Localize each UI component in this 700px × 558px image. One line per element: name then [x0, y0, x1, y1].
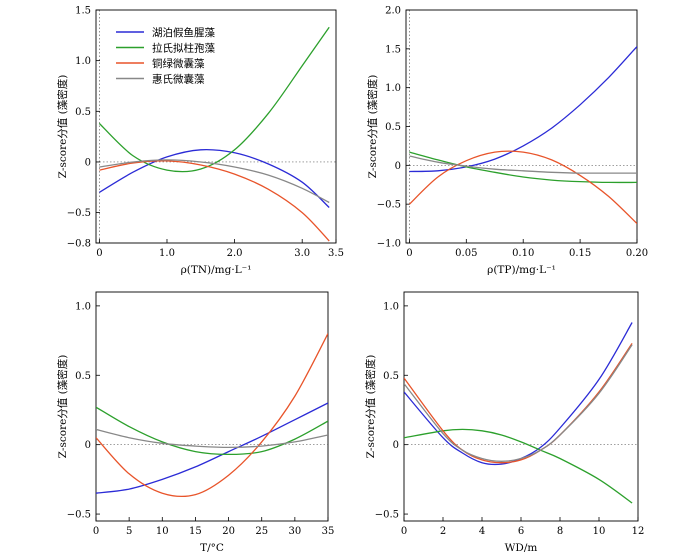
x-tick-label: 3.0 — [294, 248, 310, 259]
series-line-2 — [98, 26, 330, 173]
x-tick-label: 0 — [406, 248, 412, 259]
series-line-3 — [408, 150, 637, 225]
x-tick-label: 3.5 — [328, 248, 344, 259]
series-group — [408, 46, 637, 225]
y-tick-label: 2.0 — [385, 6, 401, 17]
series-line-1 — [96, 402, 328, 494]
plot-frame — [95, 9, 337, 244]
x-tick-label: 12 — [632, 526, 645, 537]
y-tick-label: −0.5 — [67, 208, 91, 219]
x-tick-label: 2.0 — [227, 248, 243, 259]
x-tick-label: 0 — [401, 526, 407, 537]
x-tick-label: 0 — [96, 248, 102, 259]
y-tick-label: −1.0 — [377, 239, 401, 250]
x-axis-title: WD/m — [505, 542, 538, 554]
x-tick-label: 10 — [593, 526, 606, 537]
series-line-1 — [409, 46, 637, 173]
x-tick-label: 2 — [440, 526, 446, 537]
y-tick-label: 0 — [85, 157, 91, 168]
series-line-2 — [404, 428, 633, 504]
y-tick-label: 0 — [85, 440, 91, 451]
y-tick-label: 0.5 — [385, 122, 401, 133]
plot-frame — [403, 291, 639, 522]
y-tick-label: 1.5 — [385, 44, 401, 55]
y-tick-label: 1.5 — [75, 6, 91, 17]
chart-panel-3: 0 5 10 15 20 25 30 35−0.500.51.0T/°CZ-score分值 (… — [56, 291, 335, 554]
y-tick-label: −0.5 — [375, 510, 399, 521]
x-axis-title: T/°C — [200, 542, 224, 554]
series-line-4 — [96, 428, 328, 449]
legend-label: 拉氏拟柱孢藻 — [152, 42, 215, 55]
x-tick-label: 0.10 — [512, 248, 534, 259]
x-tick-label: 15 — [189, 526, 202, 537]
series-line-2 — [409, 151, 637, 184]
y-tick-label: 1.0 — [75, 56, 91, 67]
x-tick-label: 0 — [93, 526, 99, 537]
y-tick-label: 0.5 — [75, 107, 91, 118]
x-tick-label: 0.15 — [569, 248, 591, 259]
chart-panel-4: 0 2 4 6 8 10 12−0.500.51.0WD/mZ-score分值 (藻密度) — [364, 291, 645, 554]
series-line-2 — [96, 406, 328, 456]
x-tick-label: 4 — [479, 526, 485, 537]
plot-frame — [405, 9, 638, 244]
chart-panel-1: 0 1.0 2.0 3.0 3.5 −0.8 −0.5 0 0.5 1.0 1.5 ρ(TN)/mg·… — [56, 6, 344, 277]
legend-label: 惠氏微囊藻 — [152, 73, 205, 86]
y-tick-label: −0.5 — [67, 510, 91, 521]
series-line-4 — [409, 155, 637, 174]
x-tick-label: 20 — [222, 526, 235, 537]
legend-label: 铜绿微囊藻 — [152, 57, 205, 70]
series-line-3 — [99, 160, 330, 242]
y-tick-label: 0 — [395, 161, 401, 172]
x-axis-title: ρ(TP)/mg·L⁻¹ — [487, 264, 556, 276]
series-group — [404, 322, 633, 504]
y-axis-title: Z-score分值 (藻密度) — [56, 75, 69, 179]
y-tick-label: 0 — [393, 440, 399, 451]
x-tick-label: 1.0 — [159, 248, 175, 259]
y-tick-label: 0.5 — [75, 371, 91, 382]
y-tick-label: 1.0 — [75, 301, 91, 312]
x-tick-label: 0.20 — [626, 248, 648, 259]
y-axis-title: Z-score分值 (藻密度) — [364, 355, 377, 459]
x-tick-label: 8 — [557, 526, 563, 537]
series-group — [96, 333, 328, 498]
y-axis-title: Z-score分值 (藻密度) — [366, 75, 379, 179]
y-tick-label: 1.0 — [383, 301, 399, 312]
series-line-4 — [99, 159, 330, 204]
x-tick-label: 25 — [255, 526, 268, 537]
y-tick-label: −0.5 — [377, 200, 401, 211]
x-tick-label: 6 — [518, 526, 524, 537]
y-tick-label: 1.0 — [385, 83, 401, 94]
series-line-3 — [96, 333, 328, 498]
x-axis-title: ρ(TN)/mg·L⁻¹ — [181, 264, 252, 276]
legend-label: 湖泊假鱼腥藻 — [152, 26, 215, 39]
chart-panel-2: 0 0.05 0.10 0.15 0.20 −1.0 −0.5 0 0.5 1.0 1.5 2.0 ρ(… — [366, 6, 648, 277]
y-tick-label: 0.5 — [383, 371, 399, 382]
x-tick-label: 10 — [156, 526, 169, 537]
series-line-1 — [99, 148, 330, 208]
x-tick-label: 35 — [322, 526, 335, 537]
plot-frame — [95, 291, 329, 522]
x-tick-label: 5 — [126, 526, 132, 537]
y-tick-label: −0.8 — [67, 239, 91, 250]
series-line-4 — [404, 344, 633, 462]
x-tick-label: 30 — [288, 526, 301, 537]
series-group — [98, 26, 330, 242]
y-axis-title: Z-score分值 (藻密度) — [56, 355, 69, 459]
x-tick-label: 0.05 — [455, 248, 477, 259]
